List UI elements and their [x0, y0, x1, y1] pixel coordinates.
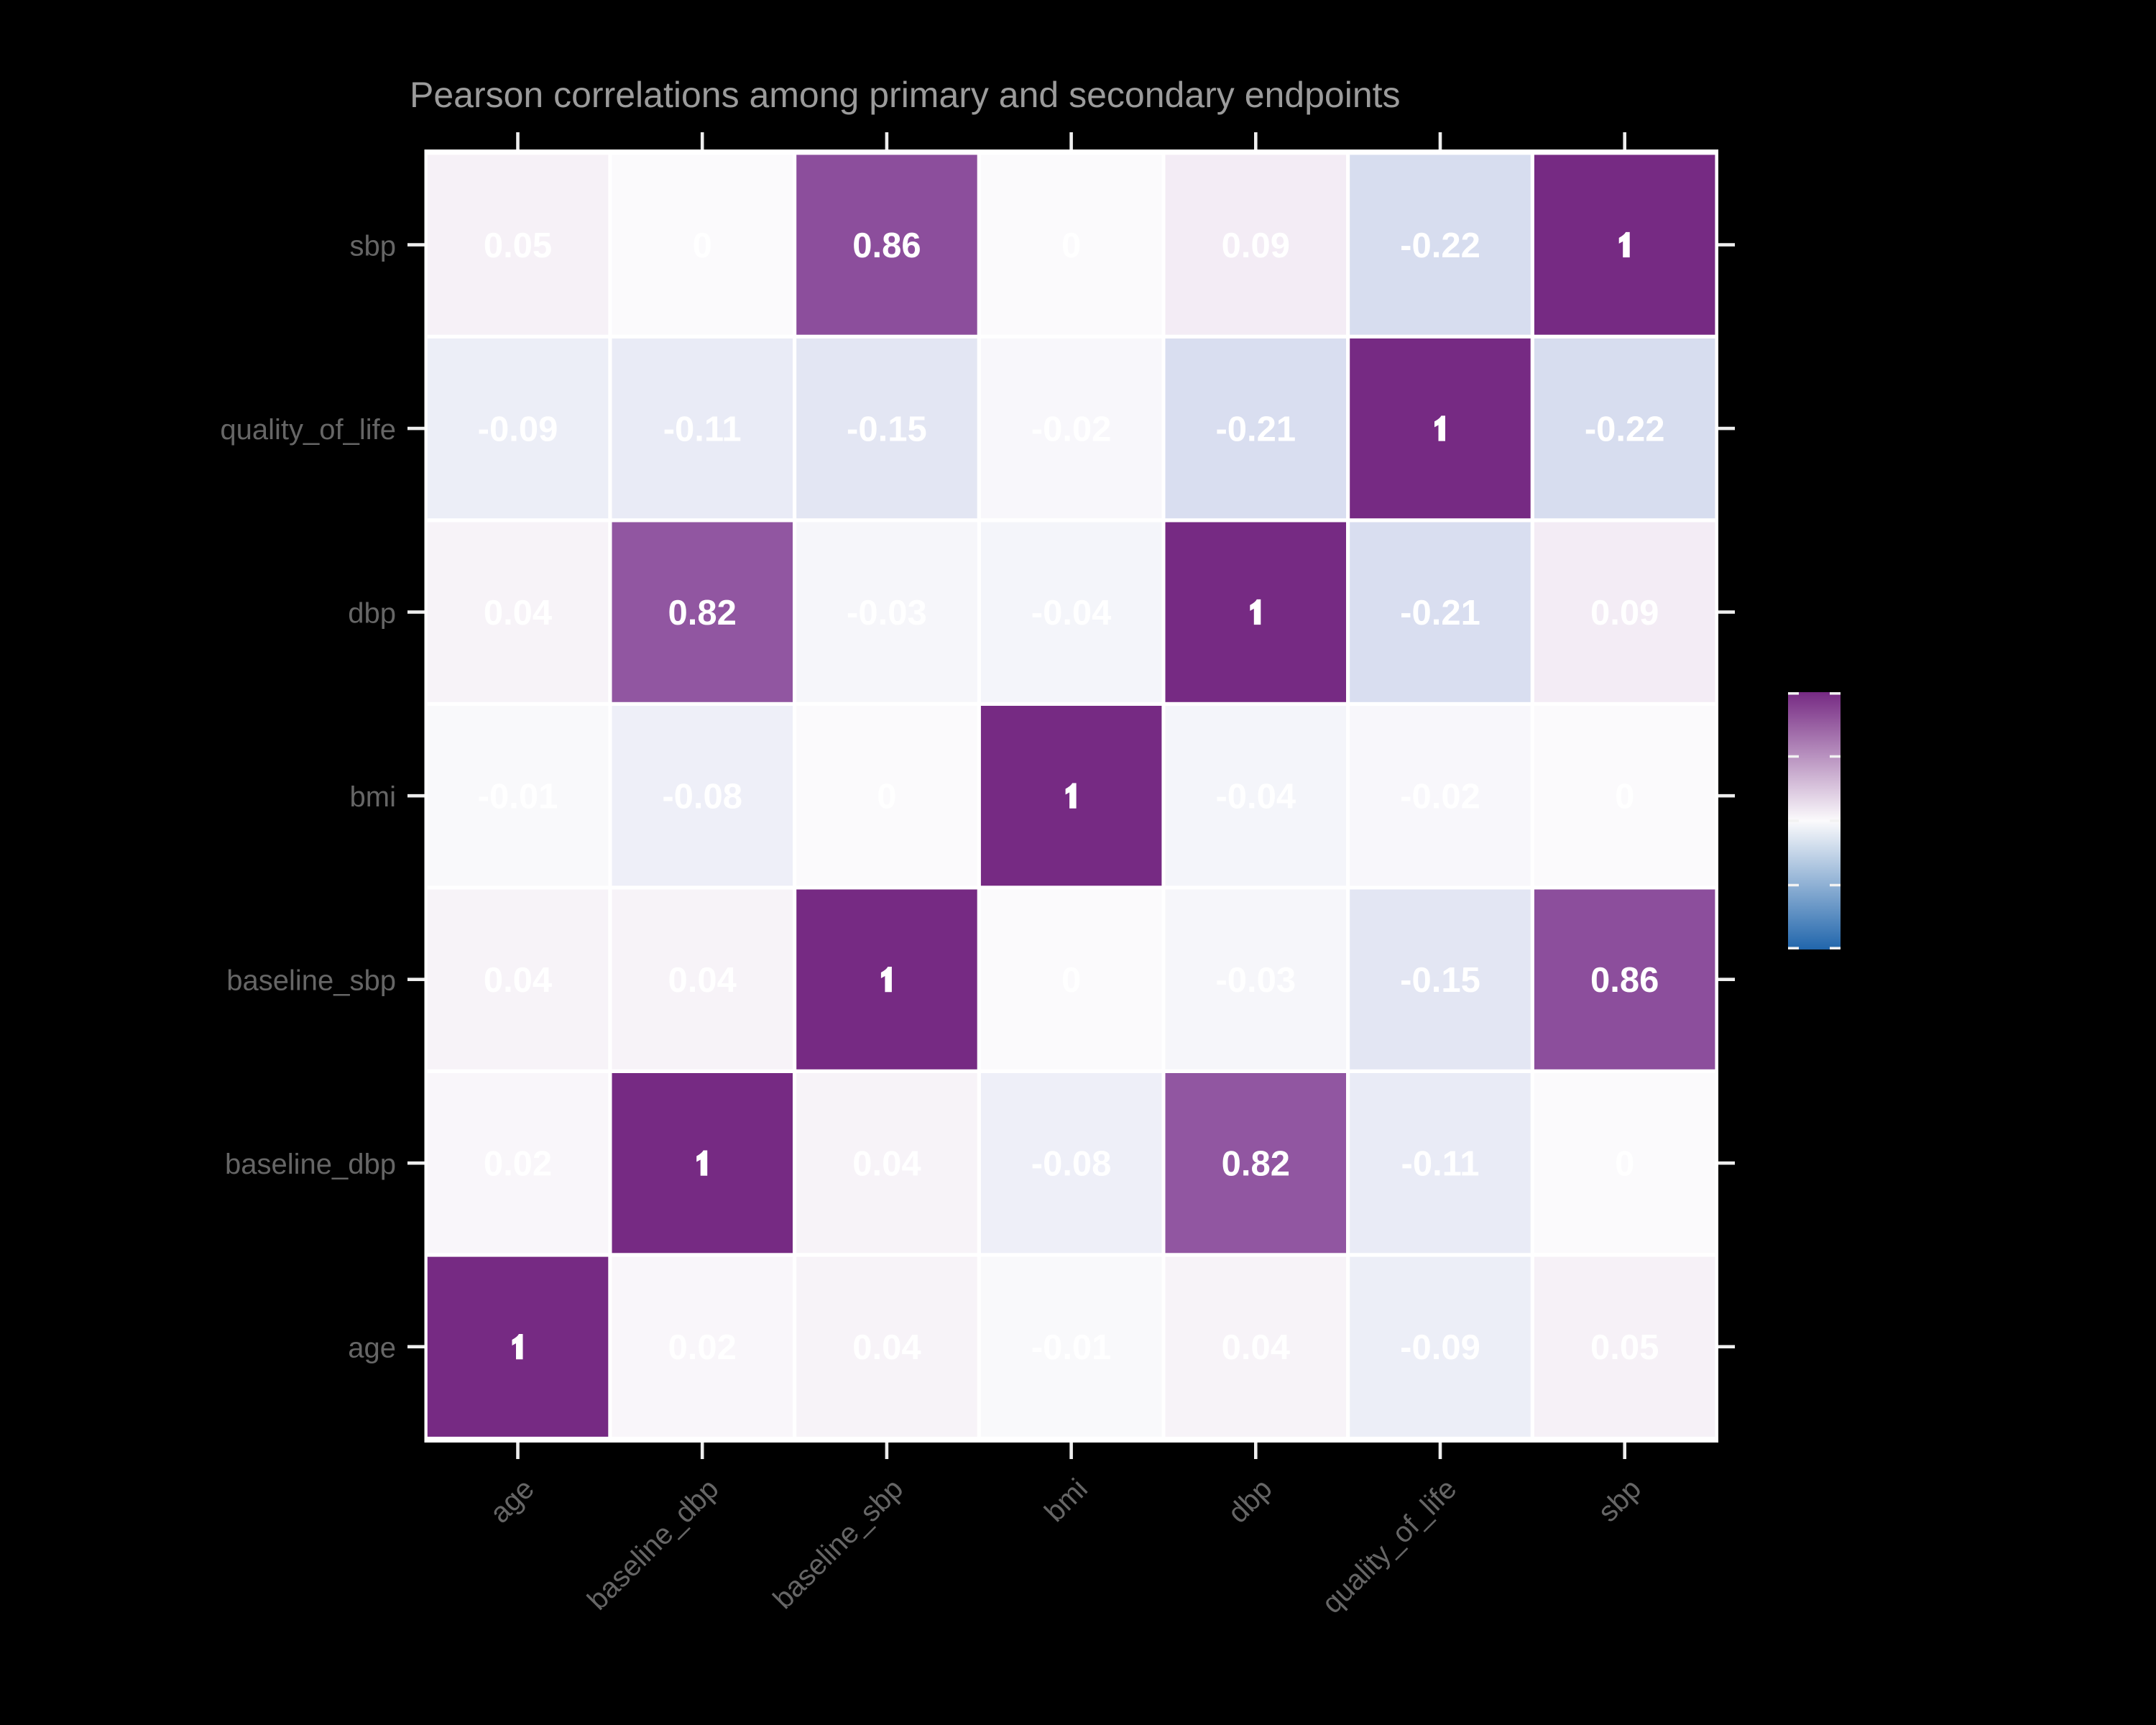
svg-text:age: age — [348, 1333, 396, 1364]
svg-text:-0.01: -0.01 — [478, 778, 558, 816]
svg-text:-0.09: -0.09 — [478, 410, 558, 449]
svg-text:sbp: sbp — [350, 231, 397, 262]
svg-text:quality_of_life: quality_of_life — [220, 414, 396, 446]
svg-text:baseline_sbp: baseline_sbp — [226, 965, 396, 997]
svg-text:-0.08: -0.08 — [662, 778, 742, 816]
svg-text:0.86: 0.86 — [1590, 961, 1659, 1000]
svg-text:-0.04: -0.04 — [1215, 778, 1296, 816]
svg-text:-0.04: -0.04 — [1031, 594, 1112, 632]
svg-text:-0.03: -0.03 — [847, 594, 927, 632]
svg-text:0: 0 — [1061, 226, 1081, 265]
svg-text:0.05: 0.05 — [484, 226, 552, 265]
svg-text:Pearson correlations among pri: Pearson correlations among primary and s… — [410, 75, 1401, 115]
svg-text:-0.03: -0.03 — [1215, 961, 1296, 1000]
svg-text:0: 0 — [693, 226, 712, 265]
svg-text:-0.02: -0.02 — [1031, 410, 1112, 449]
svg-text:0.04: 0.04 — [852, 1328, 921, 1367]
svg-text:0.04: 0.04 — [852, 1145, 921, 1184]
svg-text:0.04: 0.04 — [1222, 1328, 1290, 1367]
svg-text:0.04: 0.04 — [484, 961, 552, 1000]
svg-text:0.04: 0.04 — [668, 961, 737, 1000]
svg-text:0.05: 0.05 — [1590, 1328, 1659, 1367]
svg-text:0.04: 0.04 — [484, 594, 552, 632]
svg-text:baseline_dbp: baseline_dbp — [225, 1149, 396, 1180]
svg-text:dbp: dbp — [348, 598, 396, 630]
svg-text:0: 0 — [1061, 961, 1081, 1000]
svg-text:-0.22: -0.22 — [1400, 226, 1480, 265]
svg-text:-0.21: -0.21 — [1400, 594, 1480, 632]
svg-text:0.82: 0.82 — [1222, 1145, 1290, 1184]
svg-text:-0.11: -0.11 — [663, 410, 742, 449]
svg-text:0: 0 — [1615, 778, 1634, 816]
svg-text:-0.09: -0.09 — [1400, 1328, 1480, 1367]
svg-text:-0.11: -0.11 — [1401, 1145, 1480, 1184]
svg-text:0: 0 — [1615, 1145, 1634, 1184]
svg-text:-0.15: -0.15 — [1400, 961, 1480, 1000]
svg-text:0.86: 0.86 — [852, 226, 921, 265]
svg-text:0.02: 0.02 — [484, 1145, 552, 1184]
svg-text:-0.22: -0.22 — [1585, 410, 1665, 449]
svg-text:bmi: bmi — [350, 781, 396, 813]
svg-text:0.02: 0.02 — [668, 1328, 737, 1367]
svg-text:0: 0 — [877, 778, 896, 816]
svg-text:-0.21: -0.21 — [1215, 410, 1296, 449]
svg-text:-0.02: -0.02 — [1400, 778, 1480, 816]
svg-text:0.09: 0.09 — [1222, 226, 1290, 265]
svg-text:0.09: 0.09 — [1590, 594, 1659, 632]
svg-text:0.82: 0.82 — [668, 594, 737, 632]
svg-text:-0.08: -0.08 — [1031, 1145, 1112, 1184]
svg-text:-0.15: -0.15 — [847, 410, 927, 449]
svg-text:-0.01: -0.01 — [1031, 1328, 1112, 1367]
